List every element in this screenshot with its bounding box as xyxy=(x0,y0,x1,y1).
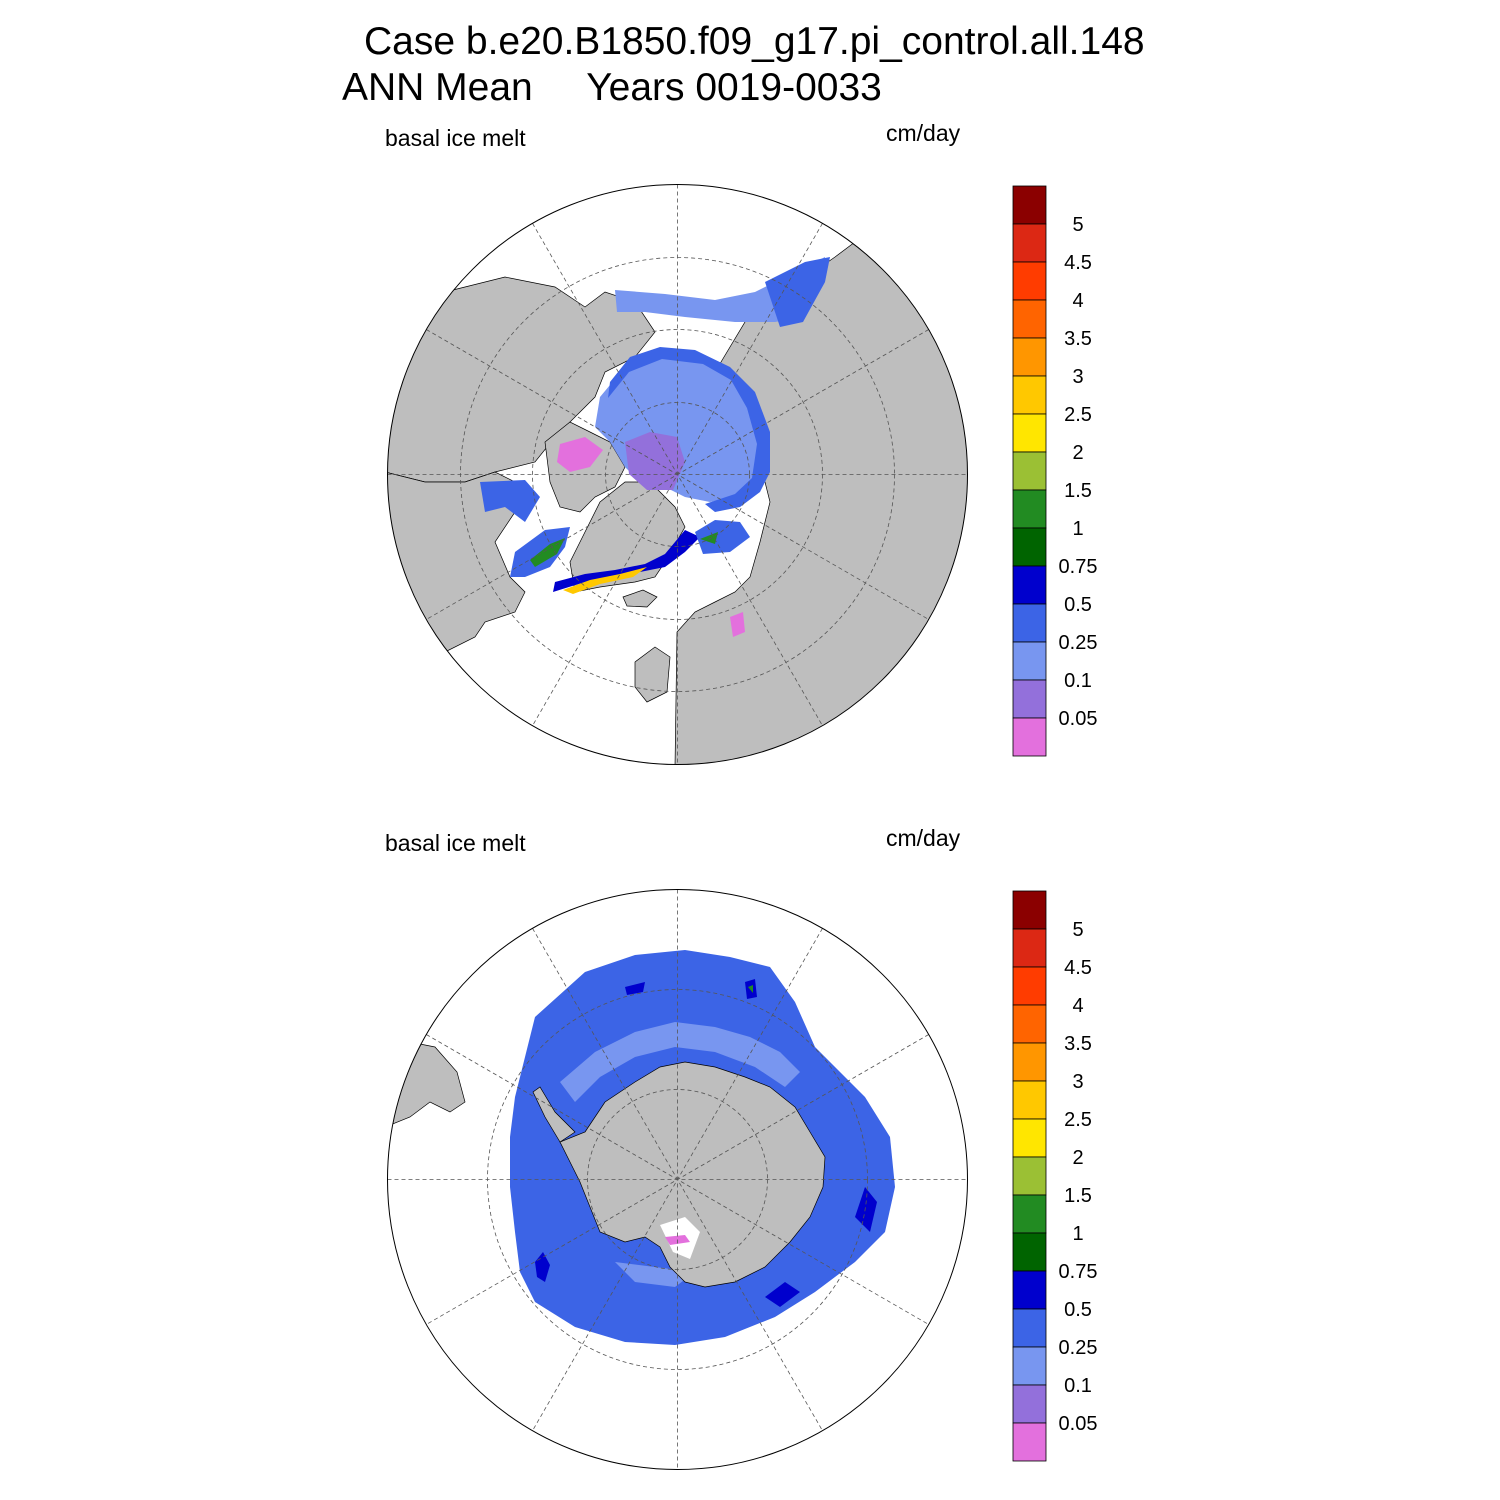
colorbar-tick-label: 4 xyxy=(1072,290,1083,312)
ice-east-greenland xyxy=(553,530,700,592)
colorbar-tick-label: 0.75 xyxy=(1059,1261,1098,1283)
colorbar-swatch xyxy=(1012,1232,1047,1272)
ice-bering-sea xyxy=(615,257,825,322)
colorbar-swatch xyxy=(1012,1118,1047,1158)
colorbar-swatch xyxy=(1012,1042,1047,1082)
colorbar-tick-label: 0.5 xyxy=(1064,1299,1092,1321)
ice-high-melt-3 xyxy=(765,1282,800,1307)
colorbar-swatch xyxy=(1012,1004,1047,1044)
colorbar-tick-label: 2 xyxy=(1072,442,1083,464)
colorbar-tick-label: 5 xyxy=(1072,919,1083,941)
colorbar-swatch xyxy=(1012,527,1047,567)
ice-arctic-margin xyxy=(608,347,770,512)
colorbar-swatch xyxy=(1012,1384,1047,1424)
colorbar-swatch xyxy=(1012,337,1047,377)
south-polar-map xyxy=(387,889,968,1470)
ice-ross-sea-light xyxy=(615,1262,695,1287)
figure-title-line-2: ANN Mean Years 0019-0033 xyxy=(342,66,882,109)
colorbar-tick-label: 2.5 xyxy=(1064,1109,1092,1131)
colorbar-tick-label: 0.5 xyxy=(1064,594,1092,616)
ice-high-melt-4 xyxy=(625,982,645,995)
ice-barents-edge xyxy=(700,532,718,544)
ice-high-melt-2 xyxy=(855,1187,877,1232)
colorbar-swatch xyxy=(1012,223,1047,263)
colorbar-tick-label: 2.5 xyxy=(1064,404,1092,426)
colorbar-tick-label: 0.05 xyxy=(1059,1413,1098,1435)
colorbar-swatch xyxy=(1012,1080,1047,1120)
colorbar-swatch xyxy=(1012,489,1047,529)
colorbar-swatch xyxy=(1012,1308,1047,1348)
colorbar-swatch xyxy=(1012,1156,1047,1196)
colorbar-swatch xyxy=(1012,1194,1047,1234)
ice-east-greenland-peak xyxy=(563,567,647,594)
colorbar-tick-label: 4.5 xyxy=(1064,252,1092,274)
colorbar-north: 5 4.5 4 3.5 3 2.5 2 1.5 1 0.75 0.5 0.25 0.1 0.05 xyxy=(1012,185,1098,757)
ice-archipelago-low xyxy=(557,437,603,472)
panel-northern-hemisphere: basal ice melt cm/day xyxy=(0,0,1500,765)
units-label-south: cm/day xyxy=(886,825,961,851)
colorbar-swatch xyxy=(1012,717,1047,757)
colorbar-swatch xyxy=(1012,375,1047,415)
colorbar-swatch xyxy=(1012,890,1047,930)
colorbar-swatch xyxy=(1012,966,1047,1006)
colorbar-swatch xyxy=(1012,603,1047,643)
ice-edge-green xyxy=(748,985,753,993)
colorbar-swatch xyxy=(1012,185,1047,225)
land-antarctic-peninsula xyxy=(532,1086,576,1143)
figure-title-line-1: Case b.e20.B1850.f09_g17.pi_control.all.… xyxy=(364,20,1145,63)
colorbar-swatch xyxy=(1012,1270,1047,1310)
colorbar-tick-label: 3.5 xyxy=(1064,328,1092,350)
colorbar-swatch xyxy=(1012,1422,1047,1462)
variable-label-north: basal ice melt xyxy=(385,125,526,151)
colorbar-tick-label: 0.25 xyxy=(1059,632,1098,654)
colorbar-swatch xyxy=(1012,1346,1047,1386)
colorbar-swatch xyxy=(1012,565,1047,605)
colorbar-tick-label: 0.25 xyxy=(1059,1337,1098,1359)
colorbar-swatch xyxy=(1012,679,1047,719)
colorbar-swatch xyxy=(1012,299,1047,339)
ice-okhotsk xyxy=(765,257,830,327)
ice-inner-band-light xyxy=(560,1022,800,1102)
land-antarctica xyxy=(559,1061,826,1288)
land-iceland xyxy=(622,589,658,608)
colorbar-tick-label: 1.5 xyxy=(1064,480,1092,502)
units-label-north: cm/day xyxy=(886,120,961,146)
colorbar-tick-label: 0.05 xyxy=(1059,708,1098,730)
colorbar-tick-label: 3 xyxy=(1072,1071,1083,1093)
colorbar-tick-label: 3.5 xyxy=(1064,1033,1092,1055)
ice-hudson-bay xyxy=(480,480,540,522)
ice-baltic xyxy=(730,612,745,637)
colorbar-tick-label: 5 xyxy=(1072,214,1083,236)
colorbar-tick-label: 2 xyxy=(1072,1147,1083,1169)
colorbar-tick-label: 1.5 xyxy=(1064,1185,1092,1207)
colorbar-tick-label: 4.5 xyxy=(1064,957,1092,979)
colorbar-swatch xyxy=(1012,928,1047,968)
colorbar-tick-label: 0.75 xyxy=(1059,556,1098,578)
panel-southern-hemisphere: basal ice melt cm/day xyxy=(0,705,1500,1470)
ice-labrador-high xyxy=(530,538,565,567)
colorbar-tick-label: 0.1 xyxy=(1064,1375,1092,1397)
north-polar-map xyxy=(387,184,968,765)
colorbar-tick-label: 0.1 xyxy=(1064,670,1092,692)
land-british-isles xyxy=(634,646,671,703)
colorbar-tick-label: 1 xyxy=(1072,1223,1083,1245)
colorbar-south: 5 4.5 4 3.5 3 2.5 2 1.5 1 0.75 0.5 0.25 0.1 0.05 xyxy=(1012,890,1098,1462)
colorbar-swatch xyxy=(1012,413,1047,453)
colorbar-swatch xyxy=(1012,641,1047,681)
variable-label-south: basal ice melt xyxy=(385,830,526,856)
ice-central-low xyxy=(625,432,685,490)
colorbar-swatch xyxy=(1012,261,1047,301)
colorbar-swatch xyxy=(1012,451,1047,491)
colorbar-tick-label: 1 xyxy=(1072,518,1083,540)
colorbar-tick-label: 3 xyxy=(1072,366,1083,388)
colorbar-tick-label: 4 xyxy=(1072,995,1083,1017)
